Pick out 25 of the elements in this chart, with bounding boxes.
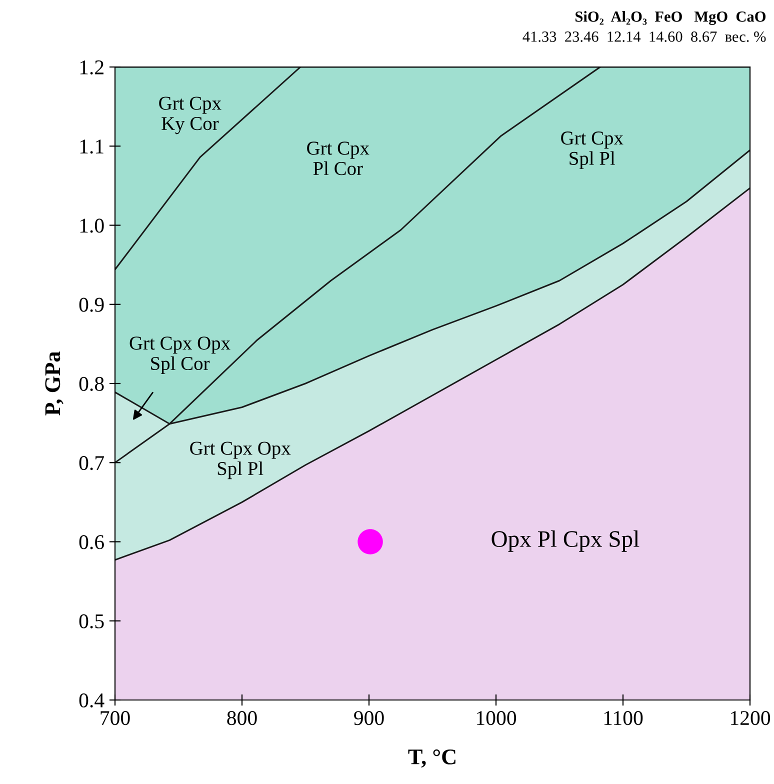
x-tick-label: 1200 — [731, 711, 770, 726]
annotation: Grt Cpx Spl Pl — [561, 132, 624, 169]
x-tick-label: 1100 — [604, 711, 643, 726]
y-tick-label: 1.0 — [80, 218, 104, 233]
y-tick-label: 0.8 — [79, 376, 104, 392]
annotation: Grt Cpx Opx Spl Cor — [130, 336, 230, 374]
x-tick-label: 700 — [100, 711, 130, 726]
y-tick-label: 0.6 — [79, 535, 104, 550]
y-axis-title: P, GPa — [45, 352, 64, 416]
annotation: Grt Cpx Ky Cor — [159, 96, 222, 134]
x-tick-label: 800 — [227, 711, 257, 726]
x-tick-label: 900 — [354, 711, 384, 726]
y-tick-label: 1.2 — [80, 60, 104, 75]
text: SiO₂ Al₂O₃ FeO MgO CaO — [576, 11, 766, 25]
y-tick-label: 1.1 — [80, 140, 104, 154]
annotation: Grt Cpx Pl Cor — [307, 142, 370, 176]
annotation: Grt Cpx Opx Spl Pl — [190, 442, 291, 480]
x-axis-title: T, °C — [408, 749, 456, 768]
text: 41.33 23.46 12.14 14.60 8.67 вес. % — [522, 32, 766, 42]
y-tick-label: 0.4 — [79, 693, 104, 708]
y-tick-label: 0.9 — [79, 298, 104, 312]
x-tick-label: 1000 — [477, 711, 516, 726]
y-tick-label: 0.5 — [79, 614, 104, 628]
annotation: Opx Pl Cpx Spl — [492, 530, 640, 552]
y-tick-label: 0.7 — [79, 456, 104, 470]
